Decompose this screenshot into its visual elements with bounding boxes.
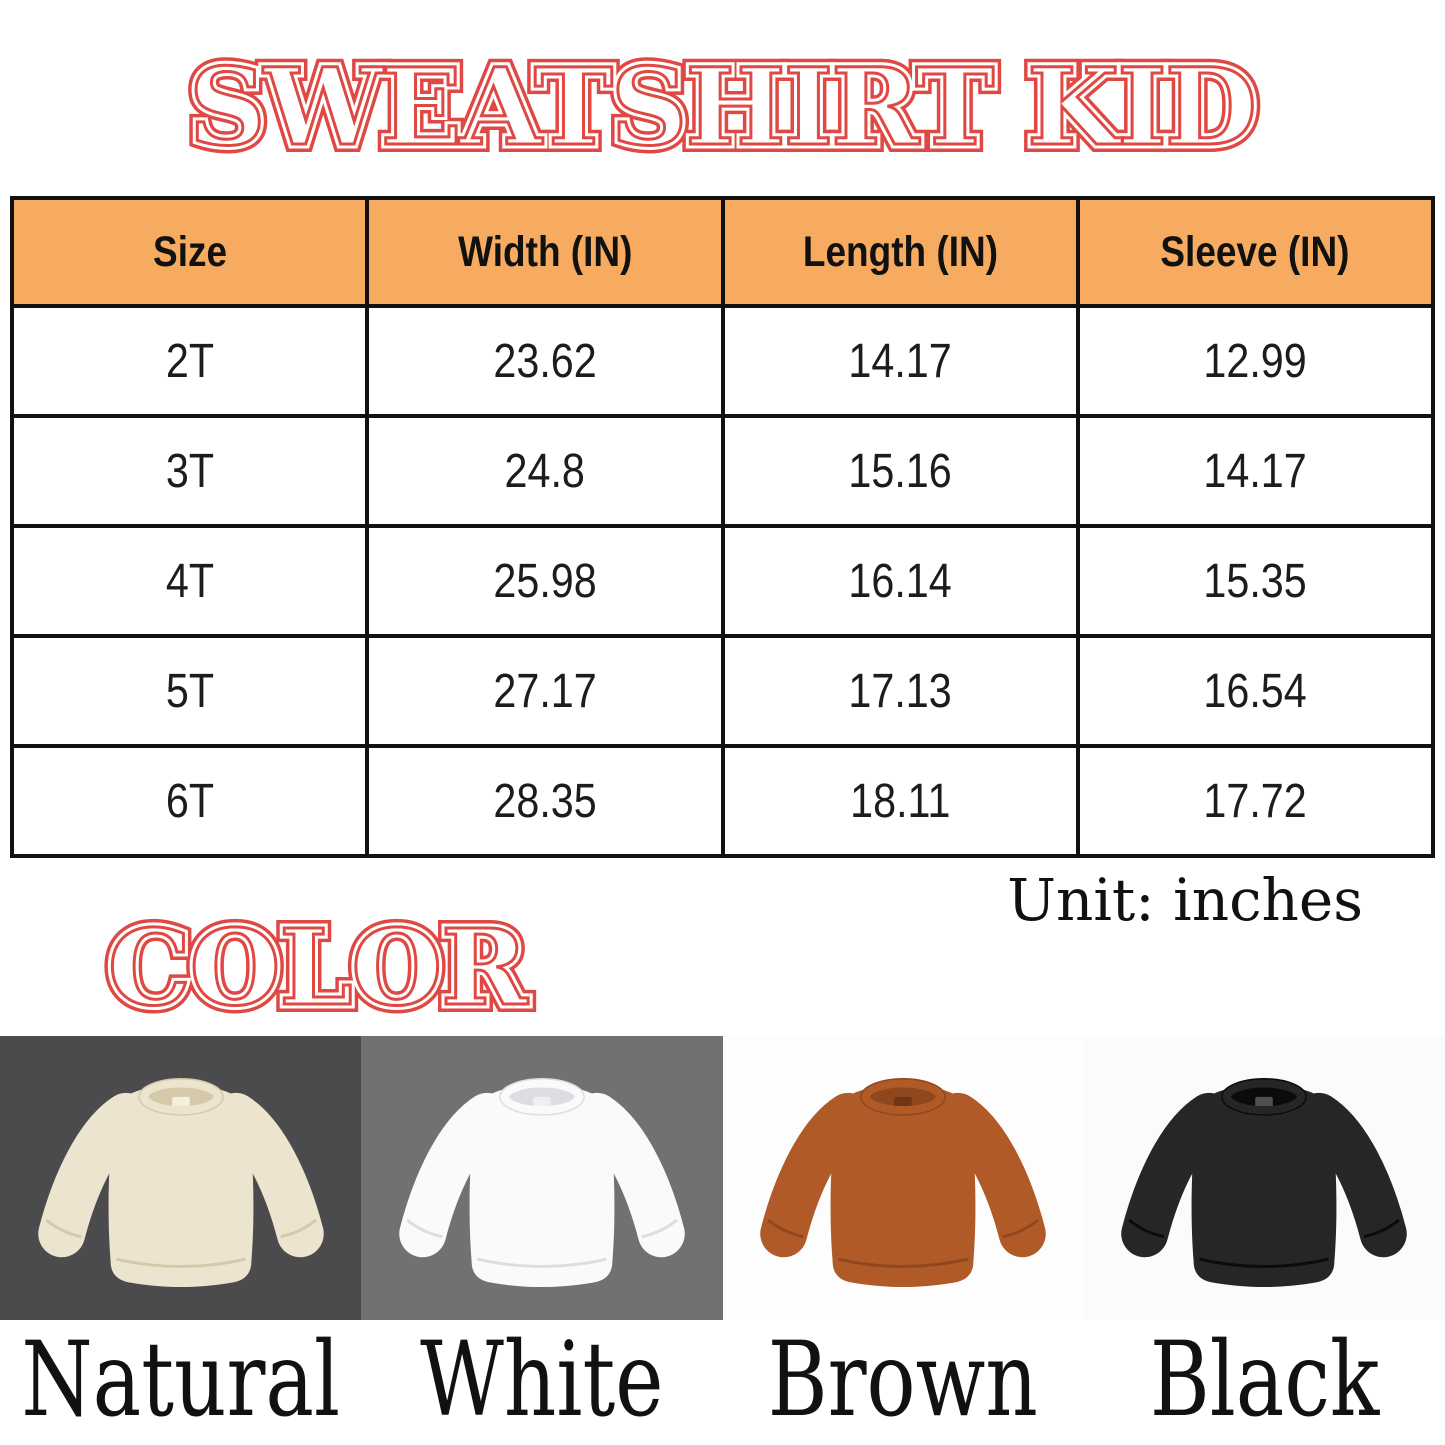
color-label-row: Natural White Brown Black <box>0 1319 1445 1440</box>
length-cell: 18.11 <box>720 744 1080 858</box>
column-header-width-label: Width (IN) <box>457 227 632 276</box>
unit-note: Unit: inches <box>1007 866 1363 934</box>
swatch-panel-black <box>1083 1036 1445 1320</box>
sweatshirt-black-image <box>1088 1040 1440 1316</box>
column-header-length: Length (IN) <box>720 196 1080 308</box>
color-heading-outline: COLOR <box>108 906 529 1029</box>
width-cell: 28.35 <box>365 744 725 858</box>
sleeve-cell: 16.54 <box>1075 634 1436 748</box>
sleeve-cell: 14.17 <box>1075 414 1436 528</box>
width-value: 28.35 <box>493 774 597 828</box>
column-header-length-label: Length (IN) <box>802 227 998 276</box>
meta-row: Unit: inches COLOR COLOR COLOR <box>0 858 1445 1036</box>
width-value: 23.62 <box>493 334 597 388</box>
page-title-outline: SWEATSHIRT KID <box>189 44 1255 169</box>
swatch-panel-natural <box>0 1036 362 1320</box>
table-row-5t: 5T 27.17 17.13 16.54 <box>9 634 1436 748</box>
length-value: 18.11 <box>850 774 951 828</box>
sleeve-value: 17.72 <box>1203 774 1308 828</box>
sleeve-value: 12.99 <box>1203 334 1308 388</box>
column-header-sleeve-label: Sleeve (IN) <box>1160 227 1350 276</box>
width-value: 24.8 <box>504 444 586 498</box>
swatch-panel-white <box>361 1036 723 1320</box>
length-cell: 15.16 <box>720 414 1080 528</box>
color-label-black: Black <box>1149 1319 1380 1440</box>
size-cell: 3T <box>9 414 370 528</box>
width-cell: 24.8 <box>365 414 725 528</box>
size-cell: 2T <box>9 304 370 418</box>
sweatshirt-white-image <box>366 1040 718 1316</box>
label-cell-white: White <box>361 1319 722 1440</box>
color-heading-inline: COLOR <box>108 906 529 1029</box>
page-title-inline: SWEATSHIRT KID <box>189 44 1255 169</box>
size-cell: 5T <box>9 634 370 748</box>
sleeve-value: 15.35 <box>1203 554 1308 608</box>
color-label-brown: Brown <box>768 1319 1039 1440</box>
sleeve-value: 14.17 <box>1203 444 1308 498</box>
sweatshirt-brown-image <box>727 1040 1079 1316</box>
length-value: 16.14 <box>848 554 952 608</box>
size-value: 5T <box>165 664 214 718</box>
size-cell: 6T <box>9 744 370 858</box>
color-swatch-row <box>0 1036 1445 1320</box>
sleeve-cell: 15.35 <box>1075 524 1436 638</box>
header-row: Size Width (IN) Length (IN) Sleeve (IN) <box>9 196 1436 308</box>
width-cell: 23.62 <box>365 304 725 418</box>
sleeve-cell: 17.72 <box>1075 744 1436 858</box>
length-value: 14.17 <box>848 334 952 388</box>
table-row-3t: 3T 24.8 15.16 14.17 <box>9 414 1436 528</box>
color-heading: COLOR <box>108 906 529 1029</box>
size-table-body: 2T 23.62 14.17 12.99 3T 24.8 15.16 14.17… <box>9 304 1436 858</box>
sleeve-cell: 12.99 <box>1075 304 1436 418</box>
length-value: 17.13 <box>848 664 952 718</box>
size-value: 2T <box>165 334 214 388</box>
length-cell: 17.13 <box>720 634 1080 748</box>
sleeve-value: 16.54 <box>1203 664 1308 718</box>
width-cell: 27.17 <box>365 634 725 748</box>
page-title: SWEATSHIRT KID <box>189 44 1255 169</box>
table-row-4t: 4T 25.98 16.14 15.35 <box>9 524 1436 638</box>
width-cell: 25.98 <box>365 524 725 638</box>
column-header-sleeve: Sleeve (IN) <box>1075 196 1436 308</box>
column-header-width: Width (IN) <box>365 196 725 308</box>
label-cell-black: Black <box>1084 1319 1445 1440</box>
size-value: 3T <box>165 444 214 498</box>
label-cell-brown: Brown <box>723 1319 1084 1440</box>
column-header-size: Size <box>9 196 370 308</box>
table-row-2t: 2T 23.62 14.17 12.99 <box>9 304 1436 418</box>
swatch-panel-brown <box>722 1036 1084 1320</box>
size-cell: 4T <box>9 524 370 638</box>
length-cell: 14.17 <box>720 304 1080 418</box>
length-value: 15.16 <box>848 444 952 498</box>
length-cell: 16.14 <box>720 524 1080 638</box>
size-value: 6T <box>165 774 214 828</box>
label-cell-natural: Natural <box>0 1319 361 1440</box>
color-heading-graphic: COLOR COLOR COLOR <box>100 898 538 1036</box>
size-table-header: Size Width (IN) Length (IN) Sleeve (IN) <box>9 196 1436 308</box>
column-header-size-label: Size <box>152 227 227 276</box>
page-title-graphic: SWEATSHIRT KID SWEATSHIRT KID SWEATSHIRT… <box>181 36 1265 176</box>
sweatshirt-natural-image <box>5 1040 357 1316</box>
width-value: 27.17 <box>493 664 597 718</box>
size-value: 4T <box>165 554 214 608</box>
size-table: Size Width (IN) Length (IN) Sleeve (IN) … <box>9 196 1436 858</box>
color-label-white: White <box>420 1319 664 1440</box>
width-value: 25.98 <box>493 554 597 608</box>
color-label-natural: Natural <box>21 1319 340 1440</box>
table-row-6t: 6T 28.35 18.11 17.72 <box>9 744 1436 858</box>
